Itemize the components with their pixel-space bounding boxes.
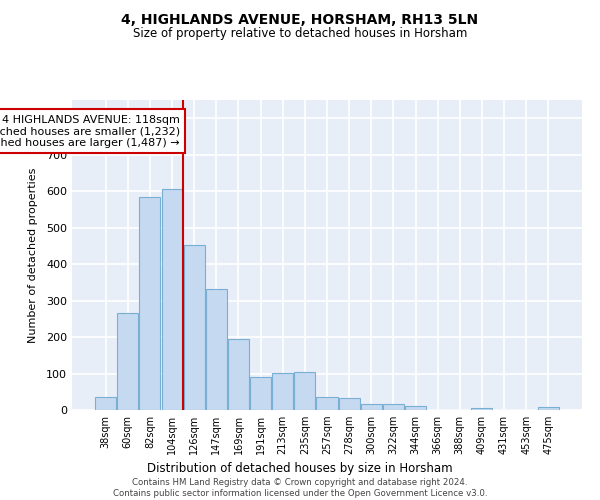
Bar [118, 314, 139, 410]
Bar [383, 404, 404, 410]
Bar [95, 397, 116, 410]
Text: Contains HM Land Registry data © Crown copyright and database right 2024.
Contai: Contains HM Land Registry data © Crown c… [113, 478, 487, 498]
Bar [139, 196, 160, 410]
Text: 4, HIGHLANDS AVENUE, HORSHAM, RH13 5LN: 4, HIGHLANDS AVENUE, HORSHAM, RH13 5LN [121, 12, 479, 26]
Text: Distribution of detached houses by size in Horsham: Distribution of detached houses by size … [147, 462, 453, 475]
Bar [206, 289, 227, 410]
Bar [272, 373, 293, 410]
Bar [295, 372, 316, 410]
Text: 4 HIGHLANDS AVENUE: 118sqm
← 45% of detached houses are smaller (1,232)
54% of s: 4 HIGHLANDS AVENUE: 118sqm ← 45% of deta… [0, 114, 180, 148]
Bar [472, 408, 493, 410]
Bar [161, 190, 182, 410]
Bar [361, 404, 382, 410]
Bar [538, 408, 559, 410]
Bar [338, 398, 359, 410]
Bar [250, 377, 271, 410]
Bar [184, 245, 205, 410]
Text: Size of property relative to detached houses in Horsham: Size of property relative to detached ho… [133, 28, 467, 40]
Y-axis label: Number of detached properties: Number of detached properties [28, 168, 38, 342]
Bar [405, 406, 426, 410]
Bar [316, 397, 338, 410]
Bar [228, 339, 249, 410]
